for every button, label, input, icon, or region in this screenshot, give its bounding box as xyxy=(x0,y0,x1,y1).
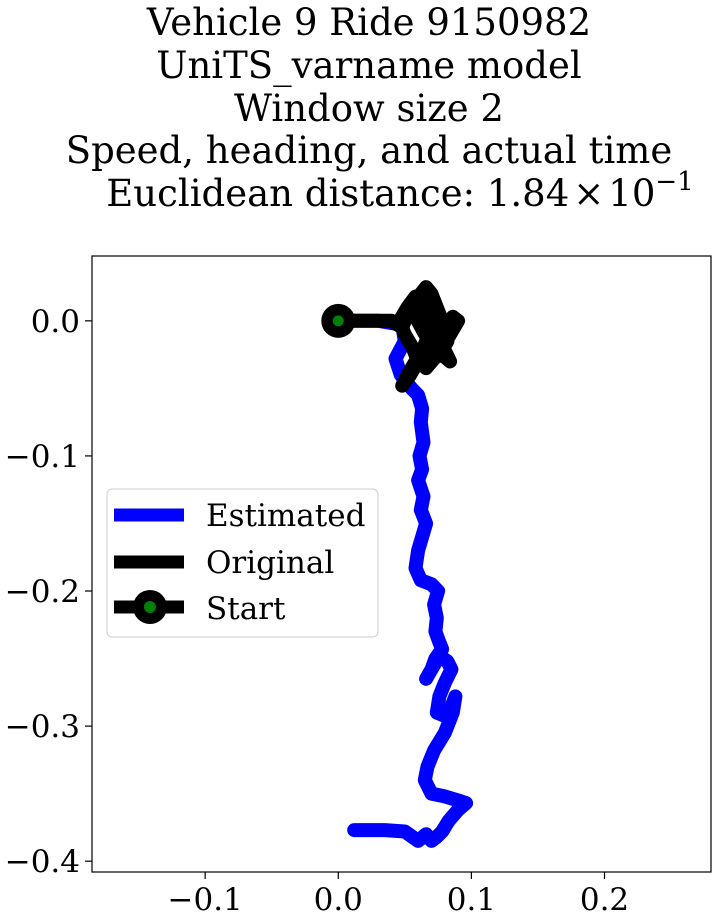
y-tick-label: −0.1 xyxy=(5,439,80,475)
legend-estimated-label: Estimated xyxy=(206,498,365,534)
y-tick-label: 0.0 xyxy=(31,304,80,340)
title-distance-prefix: Euclidean distance: xyxy=(106,172,487,215)
legend-start-label: Start xyxy=(206,591,286,627)
legend: Estimated Original Start xyxy=(106,488,379,638)
start-marker-center xyxy=(332,315,344,327)
start-marker-layer xyxy=(321,303,356,338)
chart-title: Vehicle 9 Ride 9150982 UniTS_varname mod… xyxy=(66,1,694,215)
title-times-sign: × xyxy=(573,172,604,215)
legend-box xyxy=(106,488,379,638)
title-line-1: Vehicle 9 Ride 9150982 xyxy=(146,1,591,44)
series-line-estimated xyxy=(331,313,474,848)
legend-original-label: Original xyxy=(206,545,334,581)
title-line-3: Window size 2 xyxy=(234,87,504,130)
y-tick-label: −0.4 xyxy=(5,844,80,880)
title-line-4: Speed, heading, and actual time xyxy=(66,129,673,172)
y-axis: 0.0 −0.1 −0.2 −0.3 −0.4 xyxy=(5,304,92,880)
series-layer xyxy=(331,280,474,848)
x-tick-label: −0.1 xyxy=(168,882,243,918)
plot-frame xyxy=(91,255,712,873)
x-tick-label: 0.1 xyxy=(447,882,496,918)
legend-start-marker-center xyxy=(144,601,156,613)
title-exponent: −1 xyxy=(655,167,693,197)
title-line-2: UniTS_varname model xyxy=(156,44,581,88)
title-exponent-base: 10 xyxy=(608,172,655,215)
title-distance-mantissa: 1.84 xyxy=(487,172,569,215)
y-tick-label: −0.2 xyxy=(5,574,80,610)
series-line-original xyxy=(331,280,466,393)
title-line-5: Euclidean distance: 1.84 × 10−1 xyxy=(106,167,693,215)
x-axis: −0.1 0.0 0.1 0.2 xyxy=(168,872,629,918)
y-tick-label: −0.3 xyxy=(5,709,80,745)
x-tick-label: 0.2 xyxy=(580,882,629,918)
x-tick-label: 0.0 xyxy=(314,882,363,918)
